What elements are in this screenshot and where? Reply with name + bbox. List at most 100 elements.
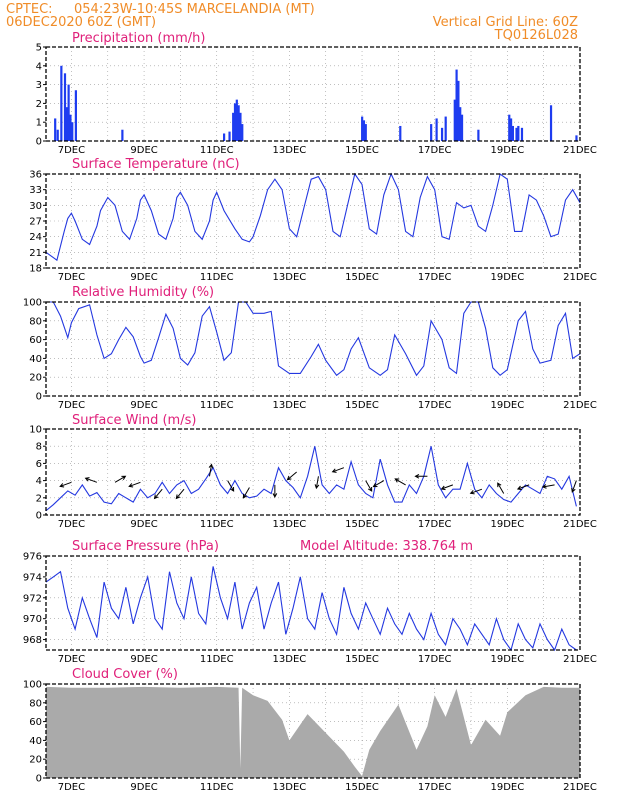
precip-bar [54,118,57,141]
panel-frame [45,555,581,651]
y-tick-label: 36 [29,170,42,181]
series-line [45,566,577,652]
precip-bar [477,129,480,141]
y-tick-label: 0 [36,511,42,522]
pressure-panel: Surface Pressure (hPa) Model Altitude: 3… [23,539,597,665]
y-tick-label: 4 [36,476,42,487]
precip-bar [71,122,74,141]
precip-bar [455,69,458,141]
y-tick-label: 1 [36,118,42,129]
y-tick-label: 0 [36,392,42,403]
precip-bar [63,73,67,141]
y-tick-label: 21 [29,248,42,259]
x-tick-label: 11DEC [200,400,234,411]
x-tick-label: 15DEC [345,400,379,411]
precip-bar [67,84,70,141]
x-tick-label: 13DEC [273,519,307,530]
wind-arrow [365,480,373,492]
y-tick-label: 60 [29,717,42,728]
precip-bar [69,114,72,141]
wind-arrow [114,475,127,483]
header-grid-note: Vertical Grid Line: 60Z [433,15,578,30]
precip-bar [508,114,511,141]
pressure-title: Surface Pressure (hPa) [72,539,219,554]
x-tick-label: 7DEC [58,400,85,411]
x-tick-label: 19DEC [490,519,524,530]
precip-bar [241,124,244,141]
x-tick-label: 13DEC [273,272,307,283]
precip-bar [121,129,124,141]
precipitation-title: Precipitation (mm/h) [72,31,205,46]
y-tick-label: 18 [29,264,42,275]
x-tick-label: 15DEC [345,519,379,530]
wind-arrow [516,484,530,491]
precip-bar [430,124,433,141]
x-tick-label: 21DEC [563,654,597,665]
cloud-cover-area [46,686,580,778]
header-model-code: TQ0126L028 [494,28,578,43]
cloud-cover-title: Cloud Cover (%) [72,667,178,682]
wind-arrow [84,477,98,483]
wind-arrow [208,463,214,477]
wind-title: Surface Wind (m/s) [72,413,196,428]
precip-bar [228,131,231,141]
x-tick-label: 7DEC [58,145,85,156]
precip-bar [520,127,524,141]
y-tick-label: 33 [29,185,42,196]
x-tick-label: 21DEC [563,400,597,411]
precip-bar [460,114,464,141]
y-tick-label: 974 [23,572,42,583]
x-tick-label: 19DEC [490,145,524,156]
precip-bar [517,125,520,141]
temperature-panel: Surface Temperature (nC) 18 21 24 27 30 33 36 7… [29,157,597,283]
y-tick-label: 972 [23,593,42,604]
y-tick-label: 6 [36,459,42,470]
y-tick-label: 4 [36,61,42,72]
precip-bar [235,99,238,141]
precip-bar [444,116,447,141]
series-line [46,301,581,377]
wind-arrow [175,488,185,500]
wind-arrow [541,484,555,489]
precip-bar [233,103,237,141]
header-source: CPTEC: [6,2,53,17]
wind-arrow [272,484,278,498]
x-tick-label: 17DEC [418,272,452,283]
y-tick-label: 976 [23,552,42,563]
precip-bar [515,127,518,141]
precip-bar [459,107,462,141]
x-tick-label: 15DEC [345,654,379,665]
x-tick-label: 21DEC [563,145,597,156]
panel-frame [45,428,581,516]
humidity-title: Relative Humidity (%) [72,285,214,300]
y-tick-label: 2 [36,99,42,110]
x-tick-label: 19DEC [490,400,524,411]
x-tick-label: 11DEC [200,145,234,156]
x-tick-label: 19DEC [490,654,524,665]
x-tick-label: 7DEC [58,782,85,793]
y-tick-label: 30 [29,201,42,212]
precip-bar [575,135,578,141]
x-tick-label: 9DEC [130,782,157,793]
pressure-model-altitude: Model Altitude: 338.764 m [300,539,473,554]
y-tick-label: 3 [36,80,42,91]
wind-arrow [469,488,483,495]
y-tick-label: 20 [29,373,42,384]
x-tick-label: 17DEC [418,145,452,156]
y-tick-label: 10 [29,425,42,436]
y-tick-label: 80 [29,316,42,327]
precip-bar [457,80,460,141]
wind-arrow [414,473,428,479]
wind-arrow [242,487,250,499]
wind-arrow [497,482,505,494]
y-tick-label: 60 [29,335,42,346]
y-tick-label: 0 [36,774,42,785]
x-tick-label: 21DEC [563,519,597,530]
precipitation-panel: Precipitation (mm/h) 0 1 2 3 4 5 7DEC 9DEC 11DEC… [36,31,597,156]
y-tick-label: 0 [36,137,42,148]
x-tick-label: 11DEC [200,782,234,793]
x-tick-label: 15DEC [345,272,379,283]
y-tick-label: 40 [29,354,42,365]
x-tick-label: 11DEC [200,519,234,530]
y-tick-label: 40 [29,736,42,747]
